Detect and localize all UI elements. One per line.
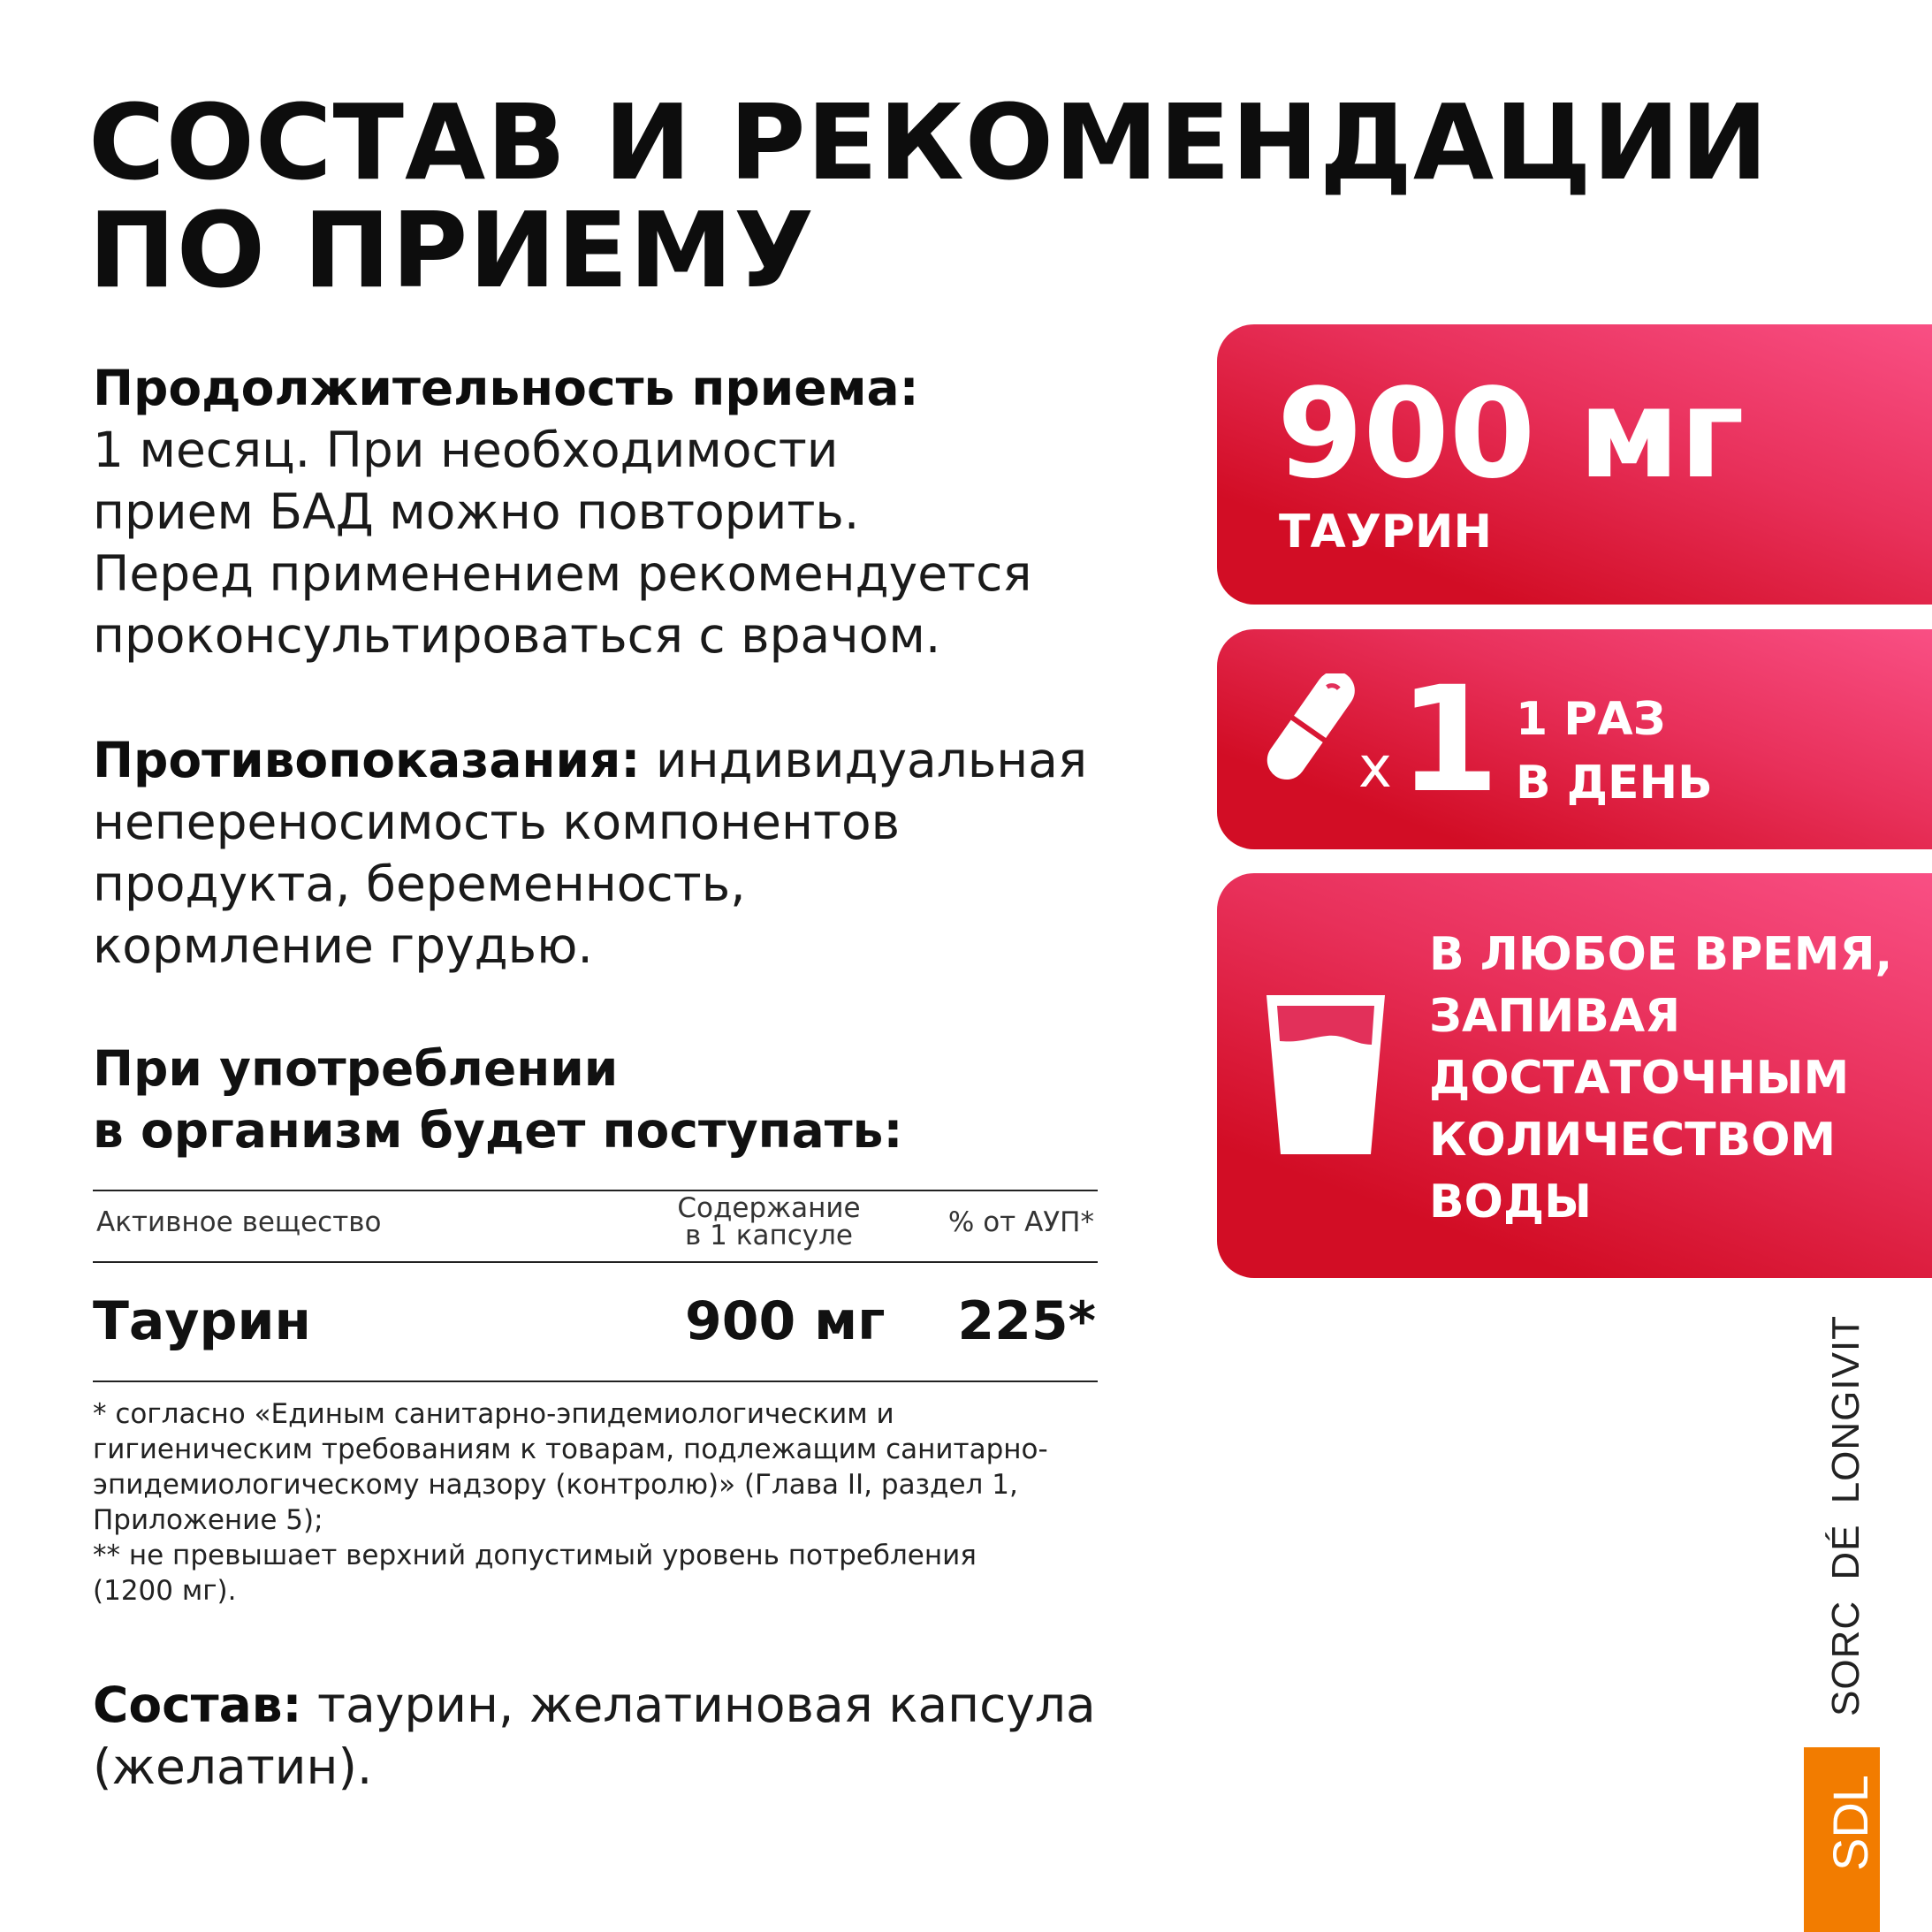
times-sign: x <box>1358 735 1392 801</box>
header-substance: Активное вещество <box>96 1206 382 1238</box>
dose-value: 900 мг <box>1277 362 1745 506</box>
row-percent: 225* <box>957 1290 1096 1352</box>
table-bottom-rule <box>93 1381 1098 1382</box>
intake-heading: При употреблении в организм будет поступ… <box>93 1040 903 1159</box>
dose-label: ТАУРИН <box>1279 506 1492 559</box>
page-title: СОСТАВ И РЕКОМЕНДАЦИИ ПО ПРИЕМУ <box>88 81 1769 311</box>
footnotes: * согласно «Единым санитарно-эпидемиолог… <box>93 1398 1048 1607</box>
duration-section: Продолжительность приема: 1 месяц. При н… <box>93 360 1032 664</box>
count-number: 1 <box>1398 655 1500 825</box>
glass-icon <box>1266 995 1385 1154</box>
frequency-card: x 1 1 РАЗ В ДЕНЬ <box>1217 629 1932 849</box>
contraindications-section: Противопоказания: индивидуальная неперен… <box>93 732 1088 974</box>
brand-name: SORC DÉ LONGIVIT <box>1824 1314 1867 1716</box>
brand-logo: SDL <box>1804 1747 1880 1932</box>
header-percent: % от АУП* <box>947 1206 1094 1238</box>
frequency-text: 1 РАЗ В ДЕНЬ <box>1516 693 1713 810</box>
row-content: 900 мг <box>685 1290 886 1352</box>
composition-section: Состав: таурин, желатиновая капсула (жел… <box>93 1677 1096 1795</box>
water-text: В ЛЮБОЕ ВРЕМЯ, ЗАПИВАЯ ДОСТАТОЧНЫМ КОЛИЧ… <box>1429 928 1893 1228</box>
dose-card: 900 мг ТАУРИН <box>1217 324 1932 605</box>
row-substance: Таурин <box>93 1290 311 1352</box>
table-top-rule <box>93 1190 1098 1191</box>
header-content: Содержание в 1 капсуле <box>677 1192 861 1251</box>
table-header-rule <box>93 1261 1098 1263</box>
capsule-icon <box>1266 673 1355 780</box>
water-card: В ЛЮБОЕ ВРЕМЯ, ЗАПИВАЯ ДОСТАТОЧНЫМ КОЛИЧ… <box>1217 873 1932 1278</box>
